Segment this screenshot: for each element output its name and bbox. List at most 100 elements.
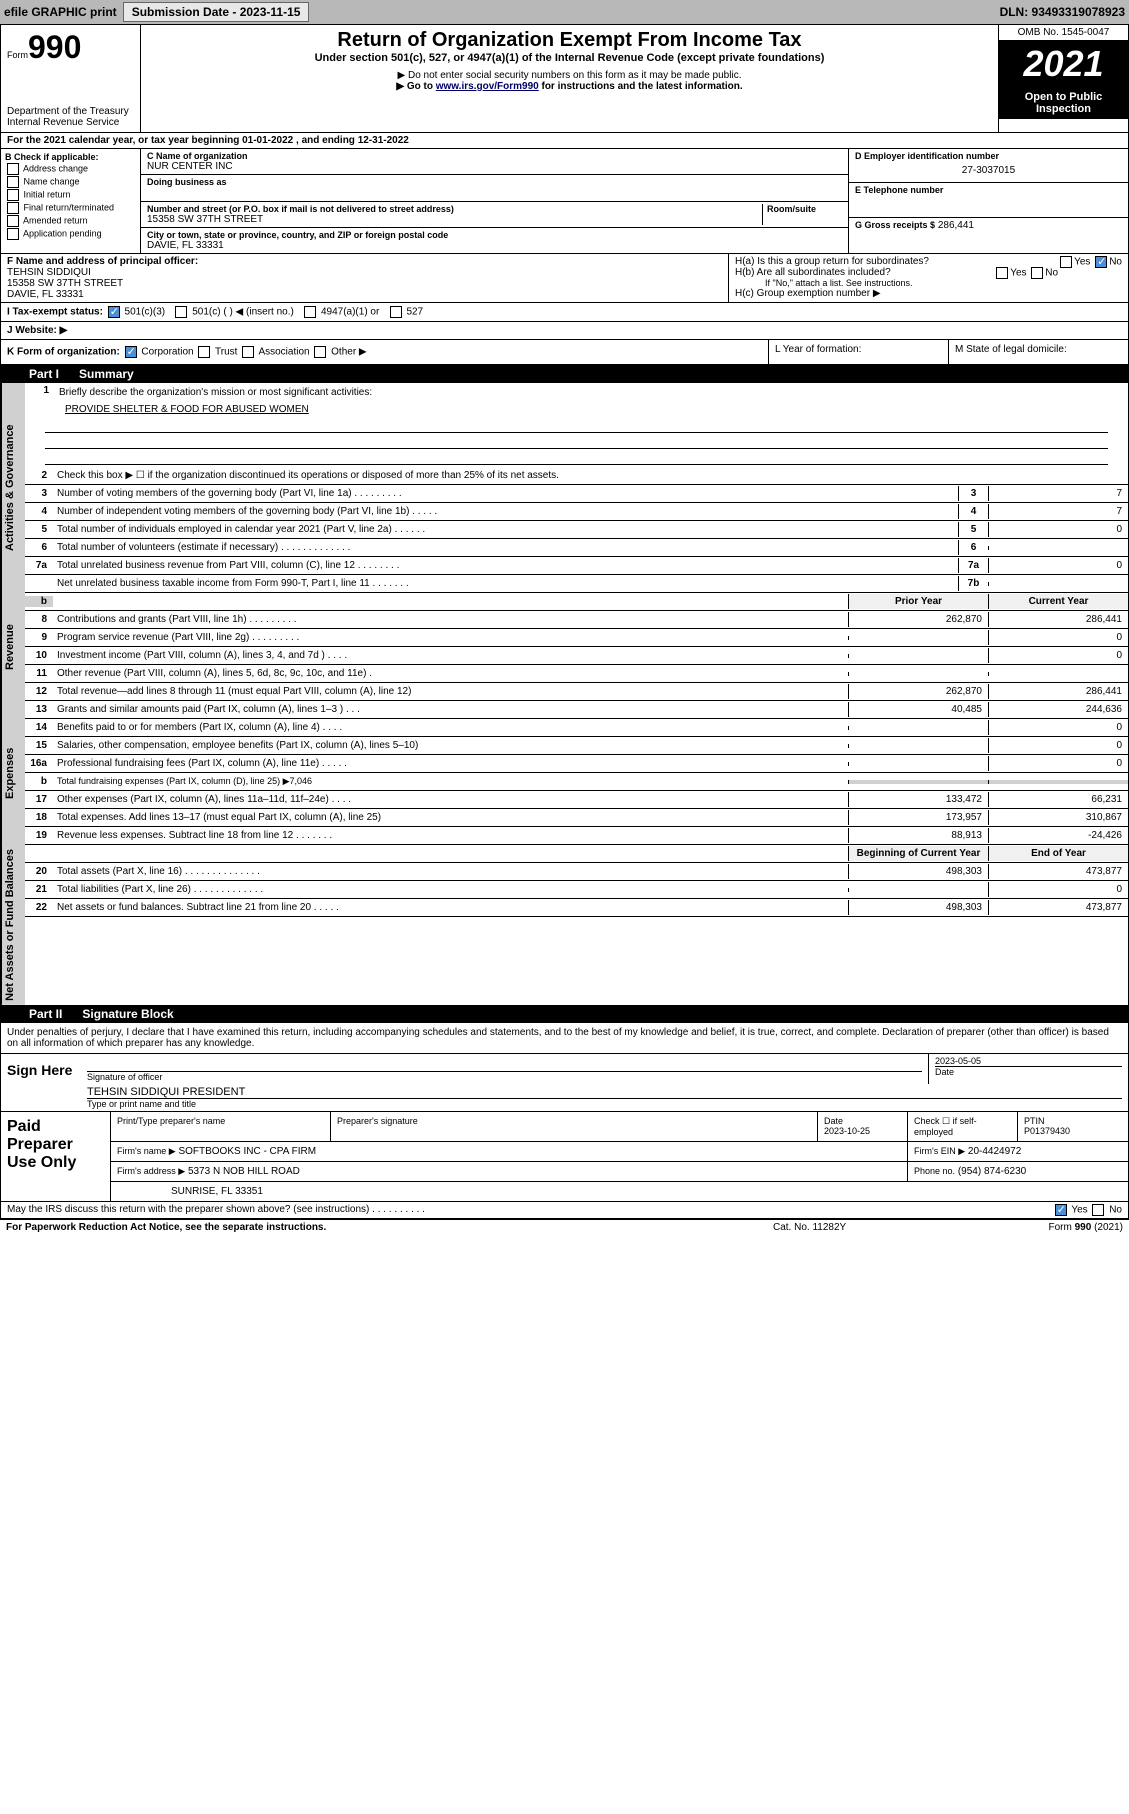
discuss-label: May the IRS discuss this return with the…	[7, 1204, 1053, 1216]
corp-checkbox[interactable]	[125, 346, 137, 358]
line-22-current: 473,877	[988, 900, 1128, 915]
final-return-checkbox[interactable]	[7, 202, 19, 214]
line-10-prior	[848, 654, 988, 658]
line-13: Grants and similar amounts paid (Part IX…	[53, 702, 848, 717]
section-fh: F Name and address of principal officer:…	[1, 254, 1128, 303]
expenses-section: Expenses 13Grants and similar amounts pa…	[1, 701, 1128, 845]
name-change-checkbox[interactable]	[7, 176, 19, 188]
line-16a-current: 0	[988, 756, 1128, 771]
tax-year: 2021	[999, 41, 1128, 87]
address-change-checkbox[interactable]	[7, 163, 19, 175]
ha-no-checkbox[interactable]	[1095, 256, 1107, 268]
line-15-prior	[848, 744, 988, 748]
line-14-prior	[848, 726, 988, 730]
revenue-section: Revenue bPrior YearCurrent Year 8Contrib…	[1, 593, 1128, 701]
org-name: NUR CENTER INC	[147, 161, 842, 172]
assoc-checkbox[interactable]	[242, 346, 254, 358]
col-l-year: L Year of formation:	[768, 340, 948, 364]
col-k-form-org: K Form of organization: Corporation Trus…	[1, 340, 768, 364]
officer-label: F Name and address of principal officer:	[7, 256, 722, 267]
line-9-prior	[848, 636, 988, 640]
officer-name: TEHSIN SIDDIQUI	[7, 267, 722, 278]
col-f-officer: F Name and address of principal officer:…	[1, 254, 728, 302]
501c-checkbox[interactable]	[175, 306, 187, 318]
net-assets-side-label: Net Assets or Fund Balances	[1, 845, 25, 1005]
ein-label: D Employer identification number	[855, 151, 1122, 161]
line-19-prior: 88,913	[848, 828, 988, 843]
row-i-tax-status: I Tax-exempt status: 501(c)(3) 501(c) ( …	[1, 303, 1128, 322]
discuss-no-checkbox[interactable]	[1092, 1204, 1104, 1216]
line-9: Program service revenue (Part VIII, line…	[53, 630, 848, 645]
row-klm: K Form of organization: Corporation Trus…	[1, 340, 1128, 365]
line-17-current: 66,231	[988, 792, 1128, 807]
firm-name: SOFTBOOKS INC - CPA FIRM	[178, 1146, 316, 1157]
check-self-employed: Check ☐ if self-employed	[908, 1112, 1018, 1141]
line-7b: Net unrelated business taxable income fr…	[53, 576, 958, 591]
other-checkbox[interactable]	[314, 346, 326, 358]
527-checkbox[interactable]	[390, 306, 402, 318]
gross-receipts-value: 286,441	[938, 220, 974, 231]
city-label: City or town, state or province, country…	[147, 230, 842, 240]
initial-return-checkbox[interactable]	[7, 189, 19, 201]
penalty-declaration: Under penalties of perjury, I declare th…	[1, 1023, 1128, 1054]
form-number: 990	[28, 29, 81, 65]
line-17-prior: 133,472	[848, 792, 988, 807]
dba-label: Doing business as	[147, 177, 842, 187]
dln-label: DLN: 93493319078923	[1000, 5, 1125, 19]
line-13-prior: 40,485	[848, 702, 988, 717]
line-8: Contributions and grants (Part VIII, lin…	[53, 612, 848, 627]
addr-label: Number and street (or P.O. box if mail i…	[147, 204, 762, 214]
paid-preparer-section: Paid Preparer Use Only Print/Type prepar…	[1, 1112, 1128, 1201]
org-city: DAVIE, FL 33331	[147, 240, 842, 251]
goto-prefix: ▶ Go to	[396, 81, 435, 92]
line-19-current: -24,426	[988, 828, 1128, 843]
officer-name-title: TEHSIN SIDDIQUI PRESIDENT	[87, 1086, 1122, 1099]
room-label: Room/suite	[767, 204, 842, 214]
sign-here-label: Sign Here	[1, 1054, 81, 1111]
line-20-prior: 498,303	[848, 864, 988, 879]
omb-number: OMB No. 1545-0047	[999, 25, 1128, 41]
501c3-checkbox[interactable]	[108, 306, 120, 318]
sign-here-section: Sign Here Signature of officer 2023-05-0…	[1, 1054, 1128, 1112]
form-version: Form 990 (2021)	[973, 1222, 1123, 1233]
amended-return-checkbox[interactable]	[7, 215, 19, 227]
form-label: Form	[7, 50, 28, 60]
line-21-current: 0	[988, 882, 1128, 897]
line-8-current: 286,441	[988, 612, 1128, 627]
app-pending-checkbox[interactable]	[7, 228, 19, 240]
col-m-state: M State of legal domicile:	[948, 340, 1128, 364]
part-ii-header: Part IISignature Block	[1, 1005, 1128, 1023]
line-11-current	[988, 672, 1128, 676]
line-3: Number of voting members of the governin…	[53, 486, 958, 501]
form-title: Return of Organization Exempt From Incom…	[145, 29, 994, 52]
form-990: Form990 Department of the Treasury Inter…	[0, 24, 1129, 1219]
sig-date-val: 2023-05-05	[935, 1056, 1122, 1066]
ptin-value: P01379430	[1024, 1126, 1070, 1136]
begin-year-header: Beginning of Current Year	[848, 846, 988, 861]
row-j-website: J Website: ▶	[1, 322, 1128, 340]
line-18-current: 310,867	[988, 810, 1128, 825]
line-13-current: 244,636	[988, 702, 1128, 717]
hb-yes-checkbox[interactable]	[996, 267, 1008, 279]
hb-no-checkbox[interactable]	[1031, 267, 1043, 279]
dept-label: Department of the Treasury	[7, 106, 134, 117]
mission-text: PROVIDE SHELTER & FOOD FOR ABUSED WOMEN	[25, 402, 1128, 417]
line-14: Benefits paid to or for members (Part IX…	[53, 720, 848, 735]
footer: For Paperwork Reduction Act Notice, see …	[0, 1219, 1129, 1235]
trust-checkbox[interactable]	[198, 346, 210, 358]
irs-link[interactable]: www.irs.gov/Form990	[436, 81, 539, 92]
firm-ein: 20-4424972	[968, 1146, 1021, 1157]
form-header: Form990 Department of the Treasury Inter…	[1, 25, 1128, 133]
discuss-yes-checkbox[interactable]	[1055, 1204, 1067, 1216]
phone-label: E Telephone number	[855, 185, 1122, 195]
activities-governance-section: Activities & Governance 1Briefly describ…	[1, 383, 1128, 593]
firm-phone: (954) 874-6230	[958, 1166, 1026, 1177]
line-16a-prior	[848, 762, 988, 766]
col-h-group: H(a) Is this a group return for subordin…	[728, 254, 1128, 302]
print-name-label: Print/Type preparer's name	[111, 1112, 331, 1141]
ha-yes-checkbox[interactable]	[1060, 256, 1072, 268]
cat-number: Cat. No. 11282Y	[773, 1222, 973, 1233]
submission-date-button[interactable]: Submission Date - 2023-11-15	[123, 2, 310, 22]
4947-checkbox[interactable]	[304, 306, 316, 318]
line-12: Total revenue—add lines 8 through 11 (mu…	[53, 684, 848, 699]
